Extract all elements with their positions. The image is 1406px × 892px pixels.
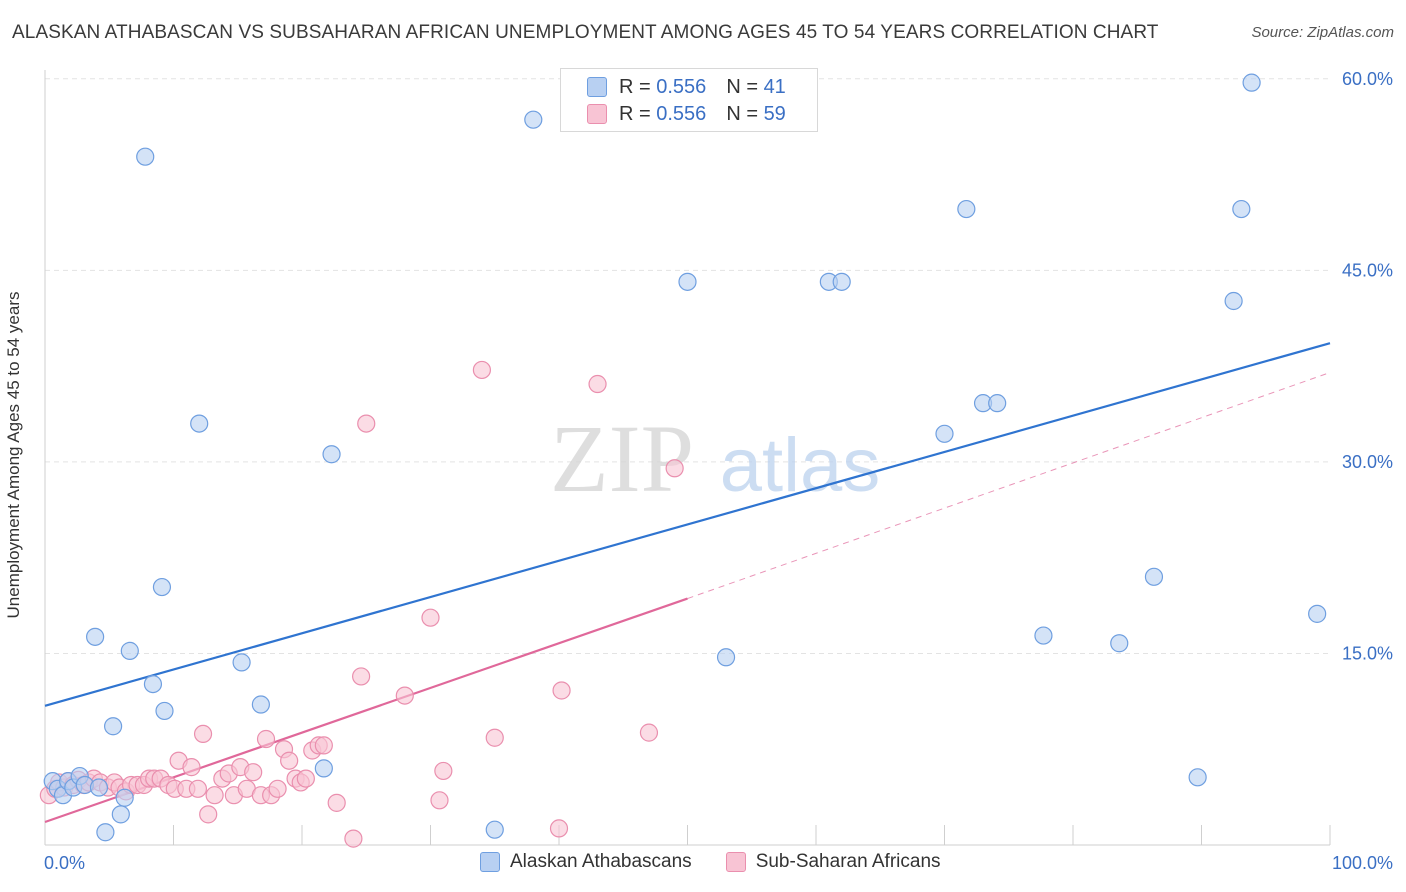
x-tick-label: 100.0% [1332, 853, 1393, 873]
subsaharan-point [280, 751, 299, 770]
alaskan-point [1034, 626, 1053, 645]
watermark-zip: ZIP [550, 405, 694, 512]
subsaharan-point [552, 681, 571, 700]
subsaharan-point [268, 779, 287, 798]
y-tick-label: 45.0% [1342, 260, 1393, 280]
legend-swatch-blue [587, 77, 607, 97]
alaskan-point [86, 627, 105, 646]
alaskan-point [322, 445, 341, 464]
source-credit: Source: ZipAtlas.com [1251, 24, 1394, 41]
subsaharan-point [665, 459, 684, 478]
alaskan-point [716, 648, 736, 667]
alaskan-point [678, 272, 697, 291]
legend-label-alaskan: Alaskan Athabascans [510, 851, 692, 872]
alaskan-point [190, 414, 209, 433]
x-tick-label: 0.0% [44, 853, 85, 873]
legend-r-value: 0.556 [656, 75, 707, 98]
subsaharan-point [434, 761, 453, 781]
axes [44, 70, 1331, 846]
y-tick-label: 15.0% [1342, 643, 1393, 663]
alaskan-point [251, 695, 270, 714]
y-tick-label: 60.0% [1342, 69, 1393, 89]
alaskan-point [136, 147, 155, 166]
legend-swatch-blue [480, 852, 500, 872]
subsaharan-trend-extension [687, 372, 1331, 600]
legend-item-subsaharan[interactable]: Sub-Saharan Africans [725, 851, 941, 873]
subsaharan-point [344, 829, 363, 848]
y-tick-label: 30.0% [1342, 452, 1393, 472]
subsaharan-point [421, 608, 440, 627]
legend-item-alaskan[interactable]: Alaskan Athabascans [480, 851, 692, 873]
subsaharan-point [485, 728, 504, 747]
subsaharan-point [639, 723, 659, 742]
alaskan-point [988, 394, 1007, 413]
alaskan-point [485, 820, 504, 839]
alaskan-point [152, 577, 172, 597]
subsaharan-point [244, 763, 263, 782]
alaskan-point [314, 759, 333, 778]
subsaharan-point [549, 819, 569, 838]
subsaharan-point [352, 667, 371, 686]
legend-n-label: N = [726, 75, 758, 98]
subsaharan-point [193, 724, 213, 744]
legend-r-value: 0.556 [656, 102, 707, 125]
subsaharan-point [205, 786, 224, 805]
subsaharan-point [188, 779, 208, 798]
legend-label-subsaharan: Sub-Saharan Africans [755, 851, 941, 872]
alaskan-point [1242, 73, 1261, 92]
subsaharan-point [588, 374, 607, 394]
alaskan-point [143, 674, 163, 694]
stats-legend: R = 0.556 N = 41 R = 0.556 N = 59 [560, 68, 818, 132]
legend-r-label: R = [619, 75, 651, 98]
y-axis-label: Unemployment Among Ages 45 to 54 years [4, 291, 23, 619]
alaskan-point [96, 823, 115, 842]
alaskan-point [935, 424, 954, 443]
alaskan-point [232, 653, 251, 672]
alaskan-point [1308, 604, 1327, 623]
subsaharan-point [182, 758, 201, 777]
alaskan-point [957, 199, 976, 219]
subsaharan-point [357, 414, 376, 433]
legend-r-label: R = [619, 102, 651, 125]
alaskan-point [1224, 291, 1243, 311]
alaskan-point [155, 701, 174, 721]
legend-swatch-pink [725, 852, 746, 872]
subsaharan-point [256, 729, 276, 749]
legend-n-label: N = [726, 102, 758, 125]
alaskan-point [111, 805, 130, 824]
data-points [39, 73, 1327, 848]
alaskan-point [89, 778, 109, 797]
subsaharan-point [395, 686, 414, 705]
subsaharan-point [314, 736, 333, 755]
legend-row-alaskan: R = 0.556 N = 41 [587, 74, 786, 100]
alaskan-point [115, 788, 134, 807]
watermark-atlas: atlas [720, 423, 881, 508]
legend-row-subsaharan: R = 0.556 N = 59 [587, 101, 786, 127]
legend-n-value: 59 [763, 102, 786, 125]
alaskan-point [1110, 634, 1129, 653]
alaskan-point [1144, 567, 1164, 586]
alaskan-point [120, 641, 139, 660]
alaskan-point [104, 717, 123, 736]
alaskan-trend-line [44, 342, 1331, 707]
alaskan-point [524, 110, 543, 129]
legend-swatch-pink [587, 104, 607, 124]
subsaharan-point [472, 360, 491, 380]
alaskan-point [1188, 768, 1207, 787]
alaskan-point [1232, 199, 1251, 219]
alaskan-point [832, 272, 851, 291]
subsaharan-point [430, 791, 449, 810]
subsaharan-point [327, 793, 346, 812]
series-legend: Alaskan Athabascans Sub-Saharan Africans [480, 851, 975, 873]
watermark: ZIP atlas [550, 405, 880, 512]
subsaharan-point [296, 769, 315, 788]
chart-title: ALASKAN ATHABASCAN VS SUBSAHARAN AFRICAN… [12, 22, 1159, 43]
legend-n-value: 41 [763, 75, 786, 98]
subsaharan-point [199, 805, 218, 824]
tick-labels: 15.0% 30.0% 45.0% 60.0% 0.0% 100.0% [44, 69, 1393, 873]
gridlines [45, 78, 1330, 654]
